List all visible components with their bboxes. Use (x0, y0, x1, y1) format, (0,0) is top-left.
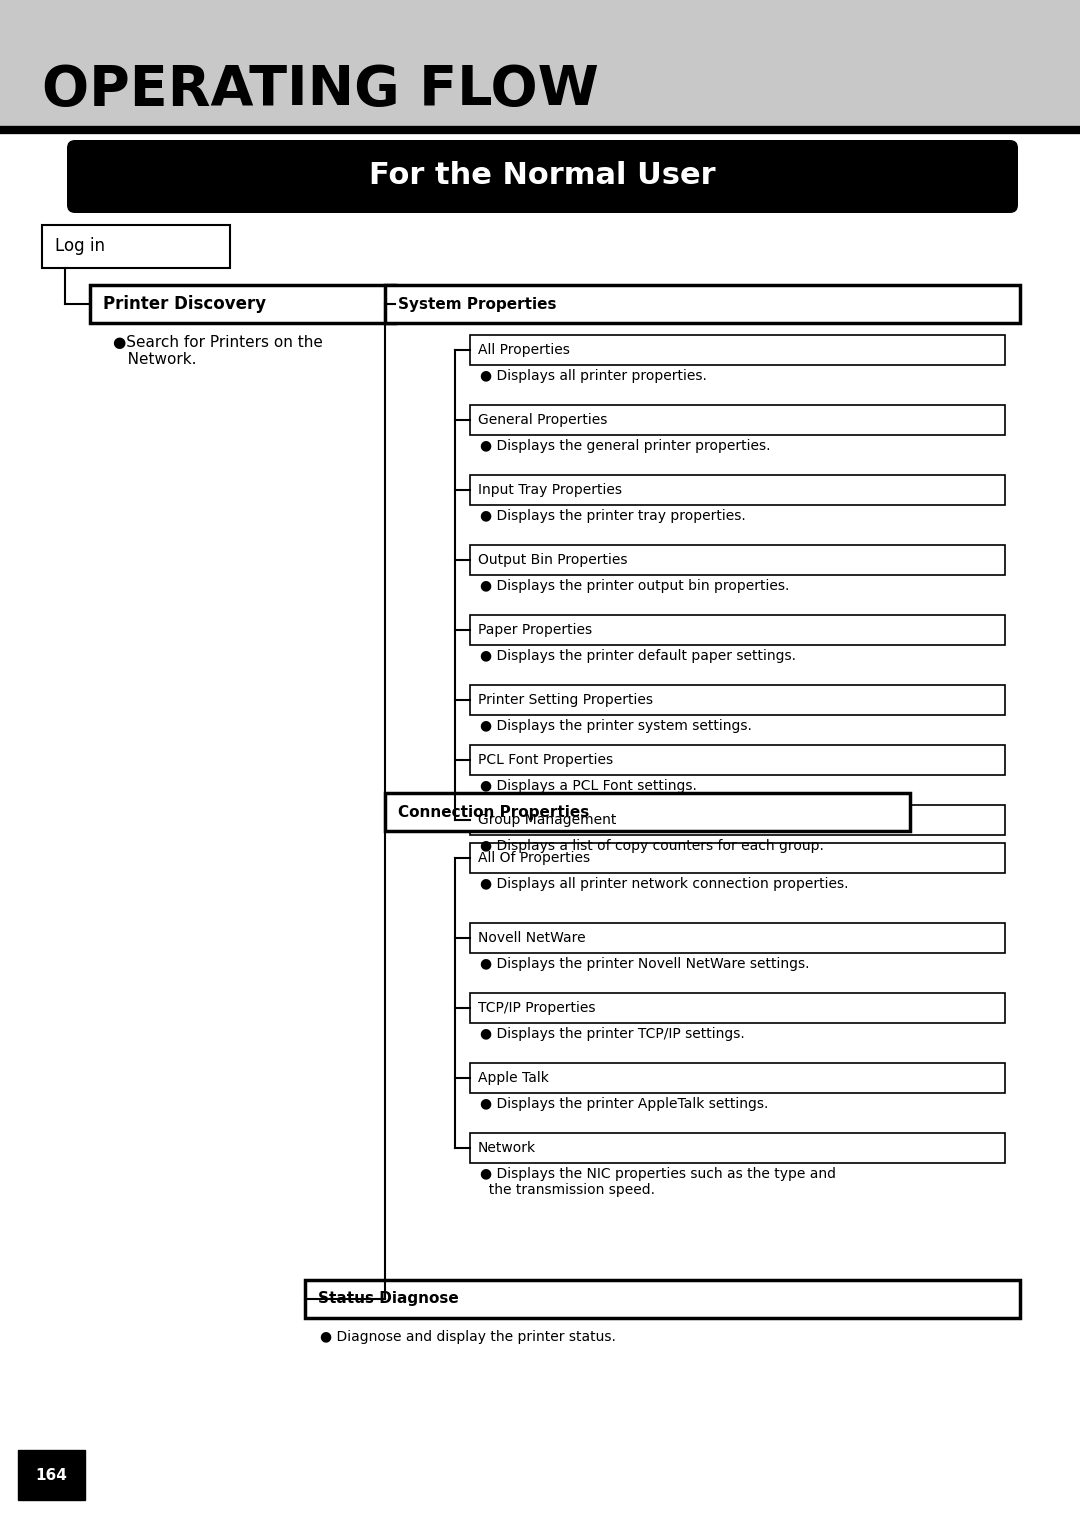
Text: ● Displays a list of copy counters for each group.: ● Displays a list of copy counters for e… (480, 839, 824, 853)
Bar (384, 794, 910, 832)
Text: ●Search for Printers on the
   Network.: ●Search for Printers on the Network. (113, 336, 323, 368)
Text: ● Displays the printer tray properties.: ● Displays the printer tray properties. (480, 510, 746, 523)
Bar (470, 745, 1005, 775)
Text: ● Displays all printer network connection properties.: ● Displays all printer network connectio… (480, 877, 849, 891)
Text: ● Displays the printer Novell NetWare settings.: ● Displays the printer Novell NetWare se… (480, 957, 810, 971)
Text: Printer Setting Properties: Printer Setting Properties (478, 693, 653, 707)
Text: All Properties: All Properties (478, 343, 570, 357)
Bar (470, 842, 1005, 873)
Text: Paper Properties: Paper Properties (478, 623, 592, 636)
Text: ● Displays the printer output bin properties.: ● Displays the printer output bin proper… (480, 578, 789, 594)
FancyBboxPatch shape (67, 140, 1018, 214)
Text: ● Displays the printer AppleTalk settings.: ● Displays the printer AppleTalk setting… (480, 1097, 768, 1111)
Bar (470, 475, 1005, 505)
Text: ● Displays the general printer properties.: ● Displays the general printer propertie… (480, 439, 770, 453)
Bar (18, 1450, 85, 1500)
Text: TCP/IP Properties: TCP/IP Properties (478, 1001, 595, 1015)
Text: Network: Network (478, 1141, 536, 1155)
Text: ● Displays the printer system settings.: ● Displays the printer system settings. (480, 719, 752, 732)
Bar (470, 1064, 1005, 1093)
Bar (470, 1132, 1005, 1163)
Bar (470, 685, 1005, 716)
Text: All Of Properties: All Of Properties (478, 852, 590, 865)
Bar (42, 224, 230, 269)
Bar (470, 615, 1005, 645)
Text: ● Displays the NIC properties such as the type and
  the transmission speed.: ● Displays the NIC properties such as th… (480, 1167, 836, 1198)
Bar (470, 545, 1005, 575)
Text: Novell NetWare: Novell NetWare (478, 931, 585, 945)
Text: Printer Discovery: Printer Discovery (103, 295, 266, 313)
Text: 164: 164 (36, 1468, 67, 1482)
Text: Log in: Log in (55, 237, 105, 255)
Text: General Properties: General Properties (478, 414, 607, 427)
Bar (470, 404, 1005, 435)
Bar (305, 1280, 1020, 1318)
Text: System Properties: System Properties (399, 296, 556, 311)
Text: Input Tray Properties: Input Tray Properties (478, 484, 622, 497)
Bar (470, 806, 1005, 835)
Text: Group Management: Group Management (478, 813, 617, 827)
Text: ● Displays all printer properties.: ● Displays all printer properties. (480, 369, 707, 383)
Text: For the Normal User: For the Normal User (369, 162, 716, 191)
Text: OPERATING FLOW: OPERATING FLOW (42, 63, 599, 118)
Text: ● Diagnose and display the printer status.: ● Diagnose and display the printer statu… (320, 1331, 616, 1344)
Text: Status Diagnose: Status Diagnose (318, 1291, 459, 1306)
Text: Output Bin Properties: Output Bin Properties (478, 552, 627, 568)
Bar (90, 285, 395, 324)
Bar (384, 285, 1020, 324)
Bar (470, 336, 1005, 365)
Bar (470, 993, 1005, 1022)
Text: Connection Properties: Connection Properties (399, 804, 590, 819)
Text: Apple Talk: Apple Talk (478, 1071, 549, 1085)
Text: ● Displays a PCL Font settings.: ● Displays a PCL Font settings. (480, 778, 697, 794)
Bar (0, 0, 1080, 130)
Text: ● Displays the printer default paper settings.: ● Displays the printer default paper set… (480, 649, 796, 662)
Bar (470, 923, 1005, 954)
Text: ● Displays the printer TCP/IP settings.: ● Displays the printer TCP/IP settings. (480, 1027, 745, 1041)
Text: PCL Font Properties: PCL Font Properties (478, 752, 613, 768)
